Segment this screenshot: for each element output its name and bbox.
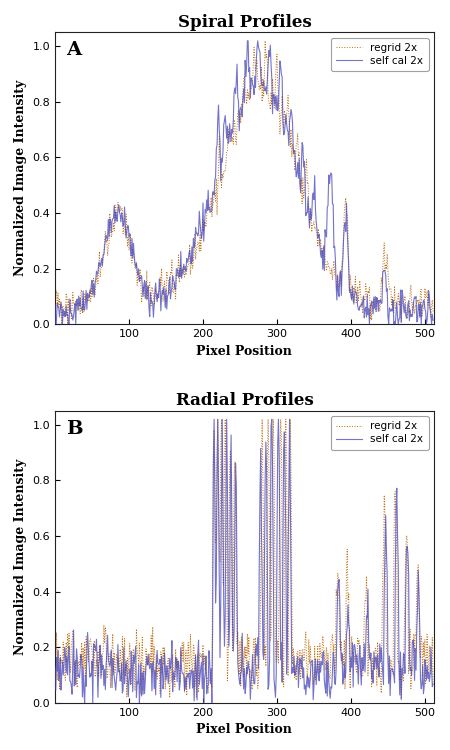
X-axis label: Pixel Position: Pixel Position	[197, 345, 292, 358]
Line: self cal 2x: self cal 2x	[55, 419, 433, 703]
regrid 2x	[52, 676, 58, 685]
self cal 2x	[391, 671, 396, 680]
Text: B: B	[67, 420, 83, 438]
X-axis label: Pixel Position: Pixel Position	[197, 723, 292, 736]
Legend: regrid 2x, self cal 2x: regrid 2x, self cal 2x	[331, 416, 428, 450]
Legend: regrid 2x, self cal 2x: regrid 2x, self cal 2x	[331, 38, 428, 71]
self cal 2x	[363, 638, 369, 647]
regrid 2x	[106, 650, 112, 658]
regrid 2x	[430, 307, 436, 316]
regrid 2x	[60, 302, 65, 310]
self cal 2x	[212, 415, 217, 424]
regrid 2x	[52, 310, 58, 320]
self cal 2x	[179, 274, 184, 283]
regrid 2x	[220, 442, 225, 451]
self cal 2x	[60, 305, 66, 314]
self cal 2x	[430, 316, 436, 325]
self cal 2x	[52, 663, 58, 672]
regrid 2x	[178, 646, 184, 656]
self cal 2x	[220, 158, 225, 166]
regrid 2x	[262, 36, 268, 45]
Title: Spiral Profiles: Spiral Profiles	[178, 14, 311, 31]
regrid 2x	[430, 680, 436, 689]
regrid 2x	[391, 670, 396, 679]
regrid 2x	[391, 308, 396, 317]
self cal 2x	[82, 698, 87, 707]
self cal 2x	[107, 214, 112, 223]
self cal 2x	[245, 36, 250, 45]
regrid 2x	[179, 272, 184, 281]
regrid 2x	[399, 694, 404, 703]
Line: regrid 2x: regrid 2x	[55, 40, 433, 324]
Title: Radial Profiles: Radial Profiles	[176, 392, 313, 410]
self cal 2x	[53, 320, 58, 328]
self cal 2x	[220, 500, 225, 508]
self cal 2x	[107, 662, 112, 670]
regrid 2x	[65, 320, 70, 328]
regrid 2x	[215, 415, 220, 424]
Text: A: A	[67, 41, 81, 59]
Line: regrid 2x: regrid 2x	[55, 419, 433, 699]
regrid 2x	[107, 209, 112, 218]
regrid 2x	[362, 596, 368, 604]
Y-axis label: Normalized Image Intensity: Normalized Image Intensity	[14, 80, 27, 277]
Line: self cal 2x: self cal 2x	[55, 40, 433, 324]
Y-axis label: Normalized Image Intensity: Normalized Image Intensity	[14, 459, 27, 655]
self cal 2x	[391, 320, 396, 328]
self cal 2x	[60, 657, 65, 666]
self cal 2x	[363, 303, 369, 312]
regrid 2x	[363, 279, 369, 288]
regrid 2x	[60, 661, 65, 670]
self cal 2x	[52, 300, 58, 309]
self cal 2x	[179, 664, 184, 674]
regrid 2x	[220, 170, 225, 178]
self cal 2x	[430, 680, 436, 688]
